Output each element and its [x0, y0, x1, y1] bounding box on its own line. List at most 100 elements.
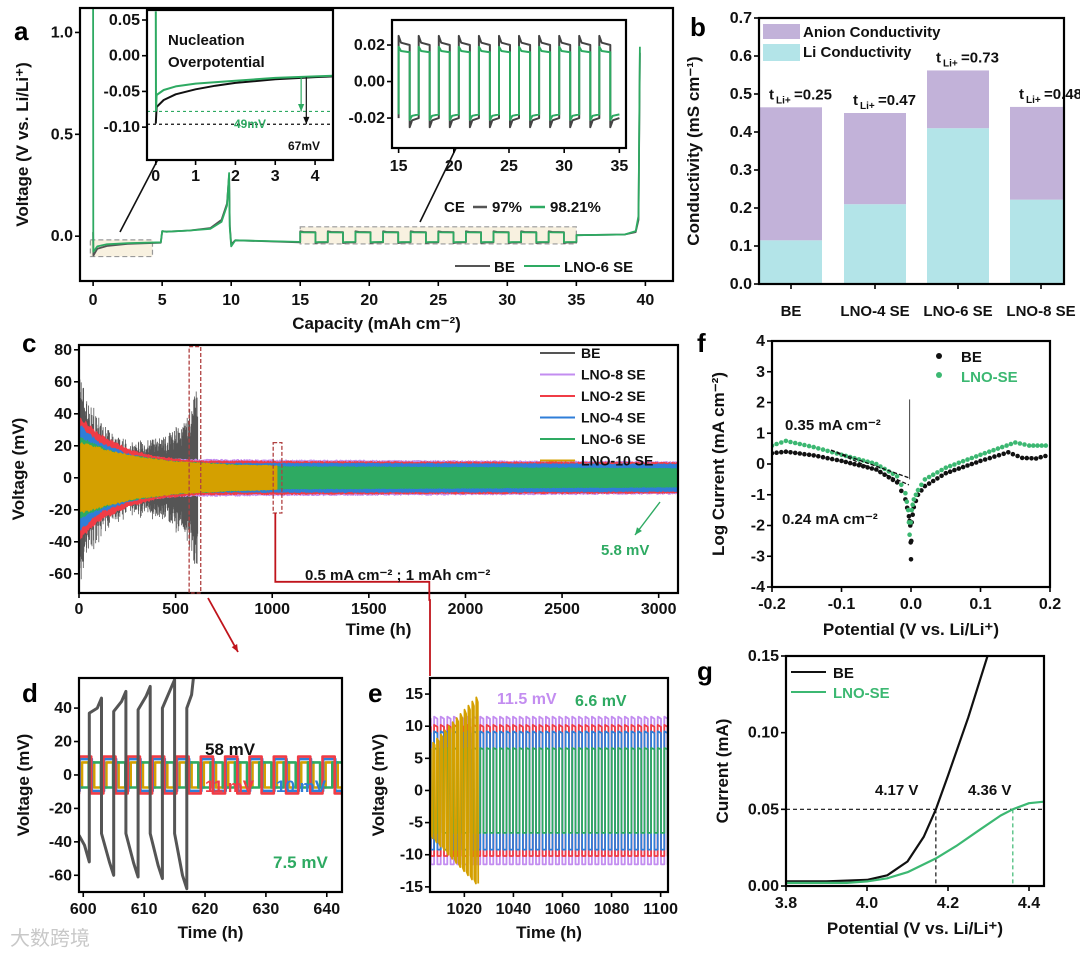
- x-axis-title: Time (h): [516, 923, 582, 942]
- x-tick-label: 3: [271, 168, 280, 185]
- point-be: [992, 454, 997, 459]
- transference-label-t: t: [853, 92, 858, 109]
- point-be: [930, 478, 936, 484]
- point-lno-se: [802, 442, 807, 448]
- point-be: [969, 461, 975, 467]
- inset-series-lno-6-se: [154, 11, 333, 112]
- point-be: [1029, 456, 1034, 461]
- tafel-tangent-lno: [830, 449, 910, 479]
- series-be: [79, 678, 195, 891]
- label-11-5mv: 11.5 mV: [497, 691, 557, 708]
- point-be: [1001, 451, 1006, 457]
- point-lno-se: [956, 460, 962, 466]
- bar-li-conductivity: [844, 204, 906, 284]
- x-tick-label: 30: [555, 158, 573, 175]
- panel-a-plot-area: [89, 8, 641, 258]
- y-tick-label: -20: [49, 800, 72, 817]
- point-lno-se: [947, 463, 953, 469]
- legend-label-be: BE: [833, 665, 854, 682]
- label-7-5mv: 7.5 mV: [273, 853, 328, 872]
- legend-label-lno6: LNO-6 SE: [564, 259, 633, 276]
- label-58mv: 58 mV: [205, 740, 256, 759]
- transference-label-t: t: [1019, 86, 1024, 103]
- point-be: [906, 514, 912, 519]
- bar-anion-conductivity: [927, 70, 989, 129]
- legend-swatch-anion: [763, 24, 800, 39]
- y-tick-label: 0.05: [109, 12, 140, 29]
- panel-letter-a: a: [14, 16, 29, 46]
- x-tick-label: 630: [253, 901, 280, 918]
- panel-b-frame: [757, 16, 1066, 286]
- point-be: [797, 451, 803, 456]
- point-be: [943, 470, 949, 476]
- panel-f-plot-area: [772, 399, 1049, 562]
- zoom-window-box: [272, 441, 283, 514]
- point-be: [939, 473, 944, 479]
- x-tick-label: 15: [390, 158, 408, 175]
- legend-swatch-li: [763, 44, 800, 61]
- point-lno-se: [908, 520, 913, 525]
- x-axis-title: Capacity (mAh cm⁻²): [292, 314, 461, 333]
- y-axis-title: Voltage (mV): [14, 734, 33, 837]
- y-tick-label: 0.05: [748, 801, 779, 818]
- point-be: [1010, 451, 1016, 457]
- point-lno-se: [820, 447, 826, 452]
- x-tick-label: 500: [162, 601, 189, 618]
- series-lno-6-se: [79, 437, 678, 519]
- connector-arrow-to-d: [207, 597, 239, 653]
- y-tick-label: 1: [756, 425, 765, 442]
- ce-lno-value: 98.21%: [550, 199, 601, 216]
- y-tick-label: 80: [54, 342, 72, 359]
- x-tick-label: 0.0: [900, 596, 922, 613]
- point-be: [847, 460, 853, 466]
- point-lno-se: [926, 474, 932, 480]
- x-tick-label: 1060: [545, 901, 581, 918]
- point-lno-se: [978, 452, 983, 458]
- transference-label-sub: Li+: [1026, 95, 1041, 106]
- legend-label-be: BE: [581, 345, 600, 361]
- onset-label-be: 4.17 V: [875, 782, 918, 799]
- point-be: [774, 450, 779, 456]
- overpotential-arrow: [634, 501, 661, 536]
- point-lno-se: [811, 444, 816, 450]
- point-lno-se: [899, 482, 904, 488]
- legend-label-li: Li Conductivity: [803, 44, 912, 61]
- ce-label: CE: [444, 199, 465, 216]
- series-be: [786, 656, 989, 883]
- x-axis-title: Potential (V vs. Li/Li⁺): [827, 919, 1003, 938]
- x-tick-label: 0: [75, 601, 84, 618]
- point-lno-se: [930, 472, 936, 478]
- panel-e-frame: [428, 676, 670, 894]
- point-lno-se: [816, 446, 821, 451]
- panel-letter-d: d: [22, 678, 38, 708]
- point-lno-se: [952, 462, 957, 467]
- label-10mv: 10 mV: [276, 777, 327, 796]
- x-tick-label: 1: [191, 168, 200, 185]
- y-tick-label: -0.10: [104, 119, 141, 136]
- panel-a-inset-nucleation-plot-area: [147, 11, 333, 125]
- y-tick-label: 0.6: [730, 48, 752, 65]
- x-tick-label: 2000: [448, 601, 484, 618]
- overpotential-arrow-be: [303, 77, 310, 125]
- point-be: [952, 467, 957, 473]
- series-lno-10-se: [430, 696, 480, 885]
- exchange-current-be: 0.24 mA cm⁻²: [782, 511, 878, 528]
- x-tick-label: 2500: [544, 601, 580, 618]
- point-lno-se: [874, 461, 879, 467]
- point-lno-se: [935, 470, 940, 475]
- x-tick-label: 0: [89, 292, 98, 309]
- panel-e-plot-area: [430, 696, 668, 885]
- x-tick-label: 0.1: [969, 596, 991, 613]
- point-be: [978, 458, 983, 464]
- bar-anion-conductivity: [760, 107, 822, 241]
- point-be: [908, 557, 914, 562]
- x-axis-title: Time (h): [178, 923, 244, 942]
- point-be: [825, 455, 830, 461]
- point-lno-se: [999, 444, 1005, 450]
- point-lno-se: [991, 447, 996, 453]
- point-lno-se: [907, 532, 912, 537]
- panel-letter-f: f: [697, 328, 706, 358]
- y-tick-label: -5: [409, 815, 423, 832]
- point-be: [1043, 453, 1048, 459]
